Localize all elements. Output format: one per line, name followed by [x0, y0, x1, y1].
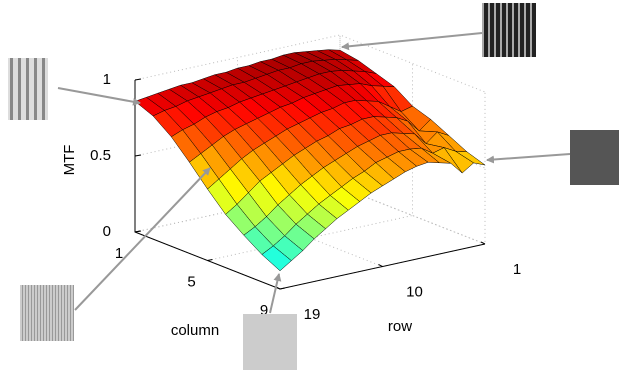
tick-mark: [208, 260, 213, 261]
z-axis-label: MTF: [61, 145, 78, 176]
thumbnail: [570, 130, 619, 185]
arrow: [270, 274, 279, 313]
z-tick-label: 0: [103, 223, 111, 240]
tick-mark: [135, 155, 141, 156]
arrow: [342, 33, 482, 47]
x-tick-label: 19: [304, 306, 321, 323]
x-tick-label: 10: [406, 283, 423, 300]
tick-mark: [280, 288, 285, 289]
arrow: [487, 154, 570, 160]
tick-mark: [481, 242, 485, 244]
tick-mark: [135, 79, 141, 80]
x-tick-label: 1: [513, 261, 521, 278]
z-tick-label: 1: [103, 71, 111, 88]
chart: 00.5115911019 MTF column row: [0, 0, 619, 370]
thumbnail: [482, 3, 536, 57]
y-axis-label: column: [171, 322, 219, 339]
arrow: [58, 88, 140, 103]
thumbnail: [8, 58, 48, 120]
x-axis-label: row: [388, 318, 412, 335]
thumbnail: [20, 285, 74, 341]
tick-mark: [135, 231, 140, 232]
z-tick-label: 0.5: [90, 147, 111, 164]
thumbnail: [243, 314, 297, 370]
y-tick-label: 5: [187, 273, 195, 290]
tick-mark: [379, 265, 383, 267]
